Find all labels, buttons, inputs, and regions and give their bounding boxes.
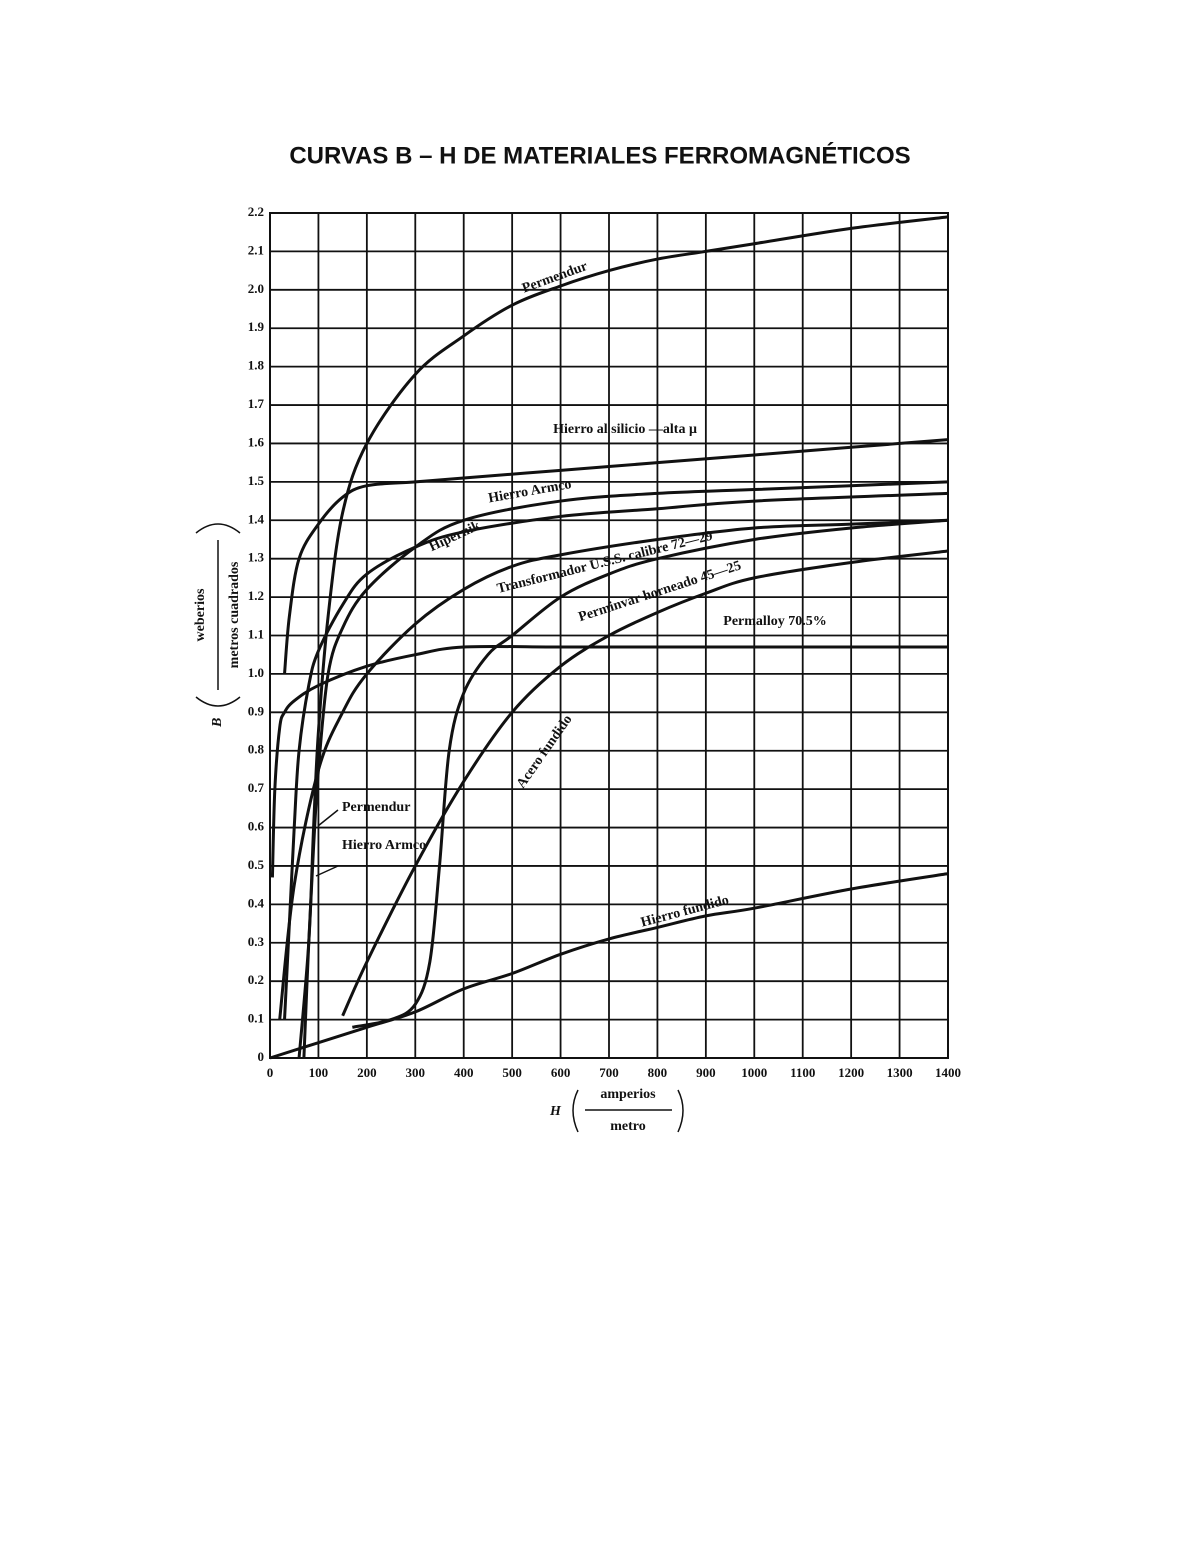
y-tick-label: 2.1 <box>248 242 264 257</box>
y-tick-label: 0.1 <box>248 1011 264 1026</box>
curve <box>352 518 949 1029</box>
x-tick-label: 100 <box>309 1065 329 1080</box>
y-tick-label: 1.4 <box>248 511 265 526</box>
x-tick-label: 1300 <box>887 1065 913 1080</box>
y-tick-label: 1.7 <box>248 396 265 411</box>
curve <box>283 491 949 1020</box>
y-tick-label: 1.6 <box>248 434 265 449</box>
x-tick-label: 1000 <box>741 1065 767 1080</box>
paren <box>572 1089 684 1133</box>
y-label: B weberios metros cuadrados <box>193 523 242 728</box>
x-tick-label: 1200 <box>838 1065 864 1080</box>
y-tick-label: 0.8 <box>248 742 265 757</box>
y-tick-label: 0.2 <box>248 972 264 987</box>
y-tick-label: 1.9 <box>248 319 265 334</box>
y-symbol: B <box>210 718 225 728</box>
y-tick-label: 0.7 <box>248 780 265 795</box>
x-symbol: H <box>549 1104 562 1119</box>
curve <box>278 518 949 1020</box>
y-tick-label: 0.9 <box>248 703 265 718</box>
curve <box>283 438 949 675</box>
y-tick-label: 1.5 <box>248 473 265 488</box>
y-tick-label: 2.2 <box>248 204 264 219</box>
y-tick-label: 0 <box>258 1049 265 1064</box>
y-tick-label: 1.3 <box>248 550 265 565</box>
annotation-arrow <box>315 809 339 877</box>
curve <box>297 215 949 1059</box>
x-unit-denominator: metro <box>610 1119 646 1134</box>
plot-frame <box>269 212 949 1059</box>
curve-label: Acero fundido <box>514 712 575 791</box>
x-tick-label: 200 <box>357 1065 377 1080</box>
y-tick-label: 2.0 <box>248 281 264 296</box>
curve-label: Permendur <box>520 259 589 297</box>
curve-label: Hierro al silicio —alta μ <box>553 422 697 437</box>
y-tick-label: 1.2 <box>248 588 264 603</box>
x-tick-label: 900 <box>696 1065 716 1080</box>
y-tick-label: 0.6 <box>248 819 265 834</box>
x-tick-label: 400 <box>454 1065 474 1080</box>
paren <box>195 523 241 707</box>
x-tick-label: 500 <box>502 1065 522 1080</box>
curve-label: Hierro fundido <box>639 893 730 931</box>
x-tick-label: 1400 <box>935 1065 961 1080</box>
x-tick-label: 600 <box>551 1065 571 1080</box>
curve-label: Permalloy 70.5% <box>723 614 826 629</box>
curve <box>269 872 949 1060</box>
y-unit-denominator: metros cuadrados <box>227 561 242 668</box>
x-tick-label: 700 <box>599 1065 619 1080</box>
curve <box>302 480 949 1059</box>
annotation: Permendur <box>342 800 410 815</box>
x-unit-numerator: amperios <box>600 1087 656 1102</box>
x-tick-label: 800 <box>648 1065 668 1080</box>
chart-title: CURVAS B – H DE MATERIALES FERROMAGNÉTIC… <box>289 141 910 169</box>
curve <box>270 644 948 878</box>
curve <box>341 549 949 1017</box>
x-label: H amperios metro <box>549 1087 684 1134</box>
annotation: Hierro Armco <box>342 838 426 853</box>
y-tick-label: 0.3 <box>248 934 265 949</box>
x-tick-label: 300 <box>406 1065 426 1080</box>
y-unit-numerator: weberios <box>193 588 208 641</box>
x-tick-label: 0 <box>267 1065 274 1080</box>
y-tick-label: 0.4 <box>248 895 265 910</box>
y-tick-label: 1.1 <box>248 626 264 641</box>
y-tick-label: 1.0 <box>248 665 264 680</box>
y-tick-label: 0.5 <box>248 857 265 872</box>
x-tick-label: 1100 <box>790 1065 815 1080</box>
y-tick-label: 1.8 <box>248 358 265 373</box>
